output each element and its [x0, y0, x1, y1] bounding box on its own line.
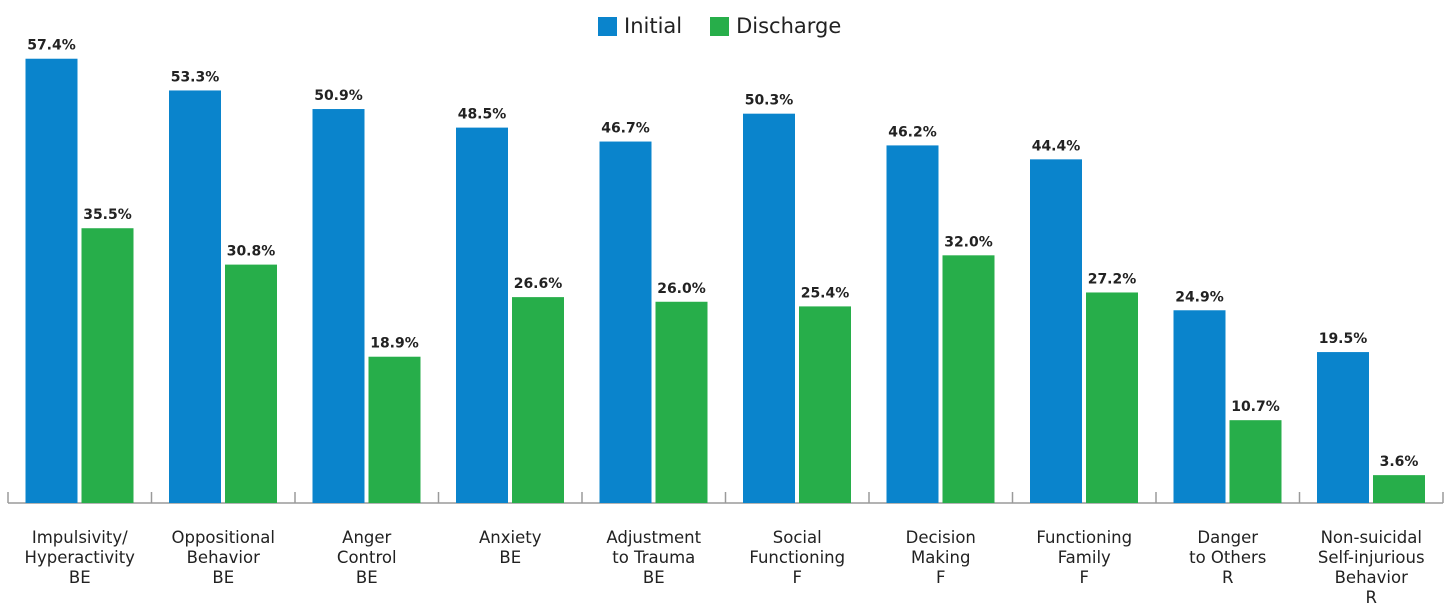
x-tick-label-line: Functioning — [1036, 528, 1132, 547]
x-tick-label-line: Danger — [1197, 528, 1258, 547]
data-label-discharge: 32.0% — [944, 234, 993, 250]
bar-discharge — [1373, 475, 1425, 503]
bar-discharge — [368, 356, 421, 503]
data-label-initial: 44.4% — [1032, 138, 1081, 154]
x-tick-label-line: to Trauma — [612, 548, 695, 567]
x-tick-label: Non-suicidal Self-injurious Behavior R — [1318, 528, 1425, 607]
x-tick-label-line: Hyperactivity — [25, 548, 136, 567]
bar-discharge — [1086, 292, 1138, 503]
bar-initial — [1173, 310, 1226, 503]
x-tick-label-line: Social — [773, 528, 822, 547]
x-tick-label-line: F — [936, 568, 946, 587]
x-tick-label-line: BE — [212, 568, 234, 587]
data-label-discharge: 35.5% — [83, 207, 132, 223]
legend-swatch-discharge — [710, 16, 730, 36]
legend-swatch-initial — [598, 16, 617, 36]
x-tick-label-line: R — [1222, 568, 1233, 587]
data-label-initial: 50.9% — [314, 88, 363, 104]
bar-discharge — [1229, 420, 1282, 503]
data-label-discharge: 26.6% — [514, 276, 563, 292]
x-tick-label-line: BE — [499, 548, 521, 567]
x-tick-label: Adjustment to Trauma BE — [606, 528, 701, 587]
x-tick-label-line: F — [1080, 568, 1090, 587]
x-tick-label-line: Behavior — [187, 548, 260, 567]
x-tick-label-line: BE — [643, 568, 665, 587]
bar-initial — [1317, 352, 1369, 503]
bar-discharge — [799, 306, 851, 503]
bar-discharge — [225, 264, 277, 503]
bar-discharge — [512, 297, 564, 503]
data-label-discharge: 25.4% — [801, 285, 850, 301]
x-tick-label-line: Anxiety — [479, 528, 542, 547]
x-tick-label-line: BE — [356, 568, 378, 587]
bar-initial — [1030, 159, 1082, 503]
data-label-initial: 46.2% — [888, 124, 937, 140]
x-tick-label-line: Behavior — [1335, 568, 1408, 587]
bar-initial — [743, 113, 795, 503]
data-label-discharge: 10.7% — [1231, 399, 1280, 415]
x-tick-label-line: R — [1366, 588, 1377, 607]
x-tick-label-line: BE — [69, 568, 91, 587]
data-label-initial: 24.9% — [1175, 289, 1224, 305]
x-tick-label-line: to Others — [1189, 548, 1266, 567]
bar-discharge — [942, 255, 995, 503]
x-tick-label-line: Decision — [906, 528, 976, 547]
data-label-discharge: 18.9% — [370, 336, 419, 352]
legend-label-discharge: Discharge — [736, 14, 842, 38]
data-label-initial: 53.3% — [171, 69, 220, 85]
data-label-initial: 19.5% — [1319, 331, 1368, 347]
x-tick-label-line: Family — [1058, 548, 1111, 567]
x-tick-label: Decision Making F — [906, 528, 976, 587]
x-tick-label-line: Functioning — [749, 548, 845, 567]
bar-initial — [886, 145, 939, 504]
legend-item-discharge: Discharge — [710, 14, 841, 38]
data-label-initial: 57.4% — [27, 38, 76, 54]
bar-initial — [456, 127, 508, 504]
x-tick-label-line: Oppositional — [171, 528, 275, 547]
data-label-initial: 50.3% — [745, 93, 794, 109]
bar-initial — [169, 90, 221, 503]
x-tick-label-line: F — [793, 568, 803, 587]
data-label-discharge: 3.6% — [1380, 454, 1419, 470]
bar-initial — [599, 141, 652, 504]
x-tick-label: Anxiety BE — [479, 528, 542, 567]
bar-discharge — [655, 301, 708, 503]
legend-label-initial: Initial — [624, 14, 683, 38]
x-tick-label-line: Self-injurious — [1318, 548, 1425, 567]
x-tick-label-line: Control — [337, 548, 397, 567]
legend-item-initial: Initial — [598, 14, 682, 38]
bar-initial — [312, 109, 365, 503]
x-tick-label: Impulsivity/Hyperactivity BE — [25, 528, 136, 587]
x-tick-label: Anger Control BE — [337, 528, 397, 587]
data-label-initial: 48.5% — [458, 107, 507, 123]
x-tick-label-line: Adjustment — [606, 528, 701, 547]
x-tick-label-line: Making — [911, 548, 970, 567]
x-tick-label-line: Anger — [342, 528, 391, 547]
bar-initial — [25, 58, 78, 503]
x-tick-label-line: Non-suicidal — [1321, 528, 1422, 547]
data-label-initial: 46.7% — [601, 121, 650, 137]
x-tick-label: Oppositional Behavior BE — [171, 528, 275, 587]
data-label-discharge: 27.2% — [1088, 271, 1137, 287]
x-tick-label: Functioning Family F — [1036, 528, 1132, 587]
x-tick-label: Social Functioning F — [749, 528, 845, 587]
x-tick-label-line: Impulsivity/ — [32, 528, 128, 547]
x-tick-label: Danger to Others R — [1189, 528, 1266, 587]
data-label-discharge: 26.0% — [657, 281, 706, 297]
chart-legend: Initial Discharge — [598, 10, 841, 42]
data-label-discharge: 30.8% — [227, 244, 276, 260]
bar-discharge — [81, 228, 134, 504]
